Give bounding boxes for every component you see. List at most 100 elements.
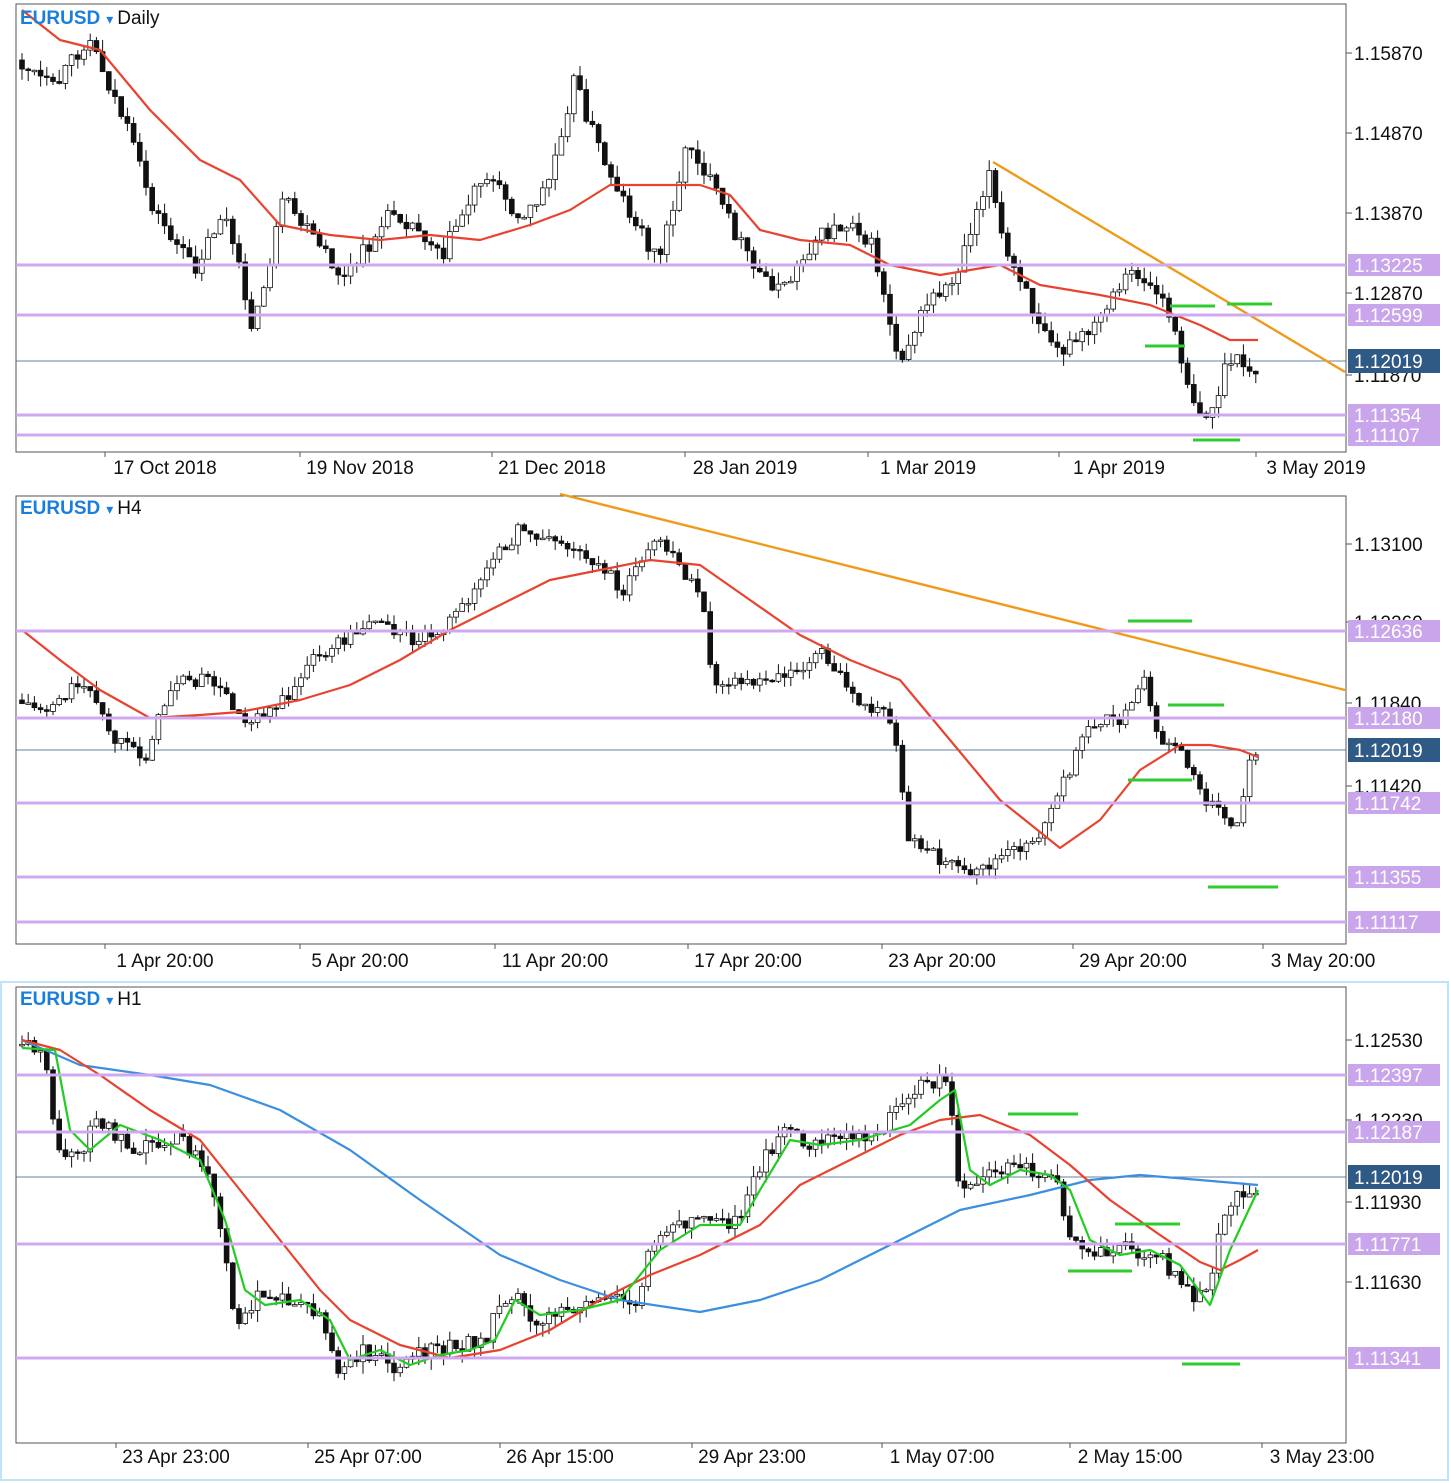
- candle-bull: [918, 1079, 924, 1095]
- candle-bear: [1184, 749, 1191, 768]
- candle-bear: [1153, 285, 1160, 295]
- candle-bear: [1178, 1271, 1185, 1285]
- candle-bear: [887, 708, 893, 724]
- candle-bear: [589, 558, 596, 566]
- candle-bear: [37, 707, 44, 711]
- candle-bear: [192, 679, 199, 687]
- candle-bear: [533, 533, 540, 540]
- candle-bear: [502, 546, 509, 551]
- level-label: 1.12599: [1354, 306, 1423, 327]
- candle-bear: [670, 550, 676, 554]
- candle-bull: [645, 1250, 651, 1287]
- candle-bull: [329, 648, 335, 657]
- candle-bull: [639, 1286, 645, 1306]
- candle-bear: [229, 1262, 236, 1309]
- chart-panel-daily[interactable]: 1.15870 1.14870 1.13870 1.12870 1.11870 17 Oc…: [0, 0, 1449, 490]
- candle-bull: [1147, 1254, 1154, 1259]
- candle-bear: [1017, 846, 1023, 852]
- candle-bear: [620, 190, 627, 197]
- candle-bull: [794, 264, 800, 282]
- candle-bull: [279, 198, 286, 228]
- candle-bull: [546, 1311, 552, 1325]
- candle-bull: [515, 1293, 521, 1301]
- candle-bear: [428, 631, 434, 638]
- candle-bull: [1079, 736, 1086, 751]
- candle-bear: [558, 540, 565, 544]
- candle-bear: [56, 81, 62, 84]
- candle-bull: [211, 233, 218, 238]
- symbol-header[interactable]: EURUSD ▾ H4: [20, 498, 142, 520]
- symbol-dropdown-icon[interactable]: ▾: [106, 501, 114, 517]
- candle-bull: [943, 284, 949, 297]
- symbol-dropdown-icon[interactable]: ▾: [106, 11, 114, 27]
- plot-frame: [15, 3, 1347, 453]
- level-label-box: [1348, 620, 1440, 642]
- price-axis-label: 1.14870: [1354, 124, 1423, 145]
- candle-bull: [1005, 1162, 1011, 1175]
- candle-bear: [118, 96, 125, 117]
- candle-bear: [56, 1118, 62, 1151]
- candle-bull: [800, 669, 806, 673]
- candle-bull: [1234, 822, 1241, 827]
- candle-bull: [248, 1310, 255, 1314]
- candle-bear: [260, 1290, 267, 1298]
- candle-bull: [930, 848, 937, 851]
- level-label-box: [1348, 707, 1440, 729]
- candle-bear: [112, 730, 118, 744]
- candle-bear: [1029, 1162, 1036, 1177]
- candle-bull: [806, 253, 813, 261]
- candle-bear: [1011, 1162, 1017, 1165]
- level-label: 1.12180: [1354, 709, 1423, 730]
- candle-bear: [397, 213, 403, 223]
- candle-bear: [87, 686, 94, 692]
- candle-bear: [837, 670, 844, 673]
- time-axis-label: 21 Dec 2018: [498, 458, 606, 479]
- candle-bear: [893, 323, 899, 352]
- candle-bull: [540, 187, 546, 206]
- candle-bull: [1253, 754, 1259, 761]
- candle-bull: [980, 864, 986, 870]
- time-axis-label: 1 Apr 20:00: [116, 951, 213, 972]
- candle-bull: [1141, 1257, 1148, 1260]
- candle-bear: [1091, 1251, 1098, 1257]
- candle-bear: [769, 1149, 775, 1155]
- symbol-name[interactable]: EURUSD: [20, 498, 101, 519]
- candle-bull: [1067, 339, 1073, 355]
- candle-bull: [1215, 395, 1222, 409]
- candle-bear: [502, 184, 509, 200]
- candle-bull: [819, 227, 825, 241]
- candle-bear: [322, 655, 329, 658]
- time-axis-label: 26 Apr 15:00: [506, 1447, 614, 1468]
- candle-bull: [397, 1366, 403, 1374]
- candle-bull: [304, 664, 310, 679]
- time-axis-label: 5 Apr 20:00: [311, 951, 408, 972]
- symbol-dropdown-icon[interactable]: ▾: [106, 992, 114, 1008]
- time-axis-label: 11 Apr 20:00: [502, 951, 608, 972]
- symbol-header[interactable]: EURUSD ▾ H1: [20, 989, 142, 1011]
- candle-bull: [744, 678, 751, 685]
- candle-bear: [25, 68, 31, 71]
- candle-bull: [856, 1133, 862, 1140]
- candle-bear: [750, 678, 757, 686]
- candle-bear: [918, 838, 924, 850]
- candle-bear: [496, 180, 503, 186]
- symbol-header[interactable]: EURUSD ▾ Daily: [20, 8, 160, 30]
- candle-bull: [242, 1312, 249, 1324]
- candle-bear: [1036, 1175, 1042, 1179]
- candle-bull: [1116, 1245, 1123, 1254]
- time-axis-label: 2 May 15:00: [1078, 1447, 1183, 1468]
- time-axis-label: 19 Nov 2018: [306, 458, 414, 479]
- candle-bear: [769, 679, 775, 683]
- candle-bear: [701, 591, 707, 612]
- symbol-name[interactable]: EURUSD: [20, 989, 101, 1010]
- symbol-name[interactable]: EURUSD: [20, 8, 101, 29]
- candle-bear: [806, 1145, 813, 1150]
- candle-bear: [106, 713, 112, 732]
- candle-bear: [794, 669, 800, 673]
- candle-bull: [62, 64, 69, 84]
